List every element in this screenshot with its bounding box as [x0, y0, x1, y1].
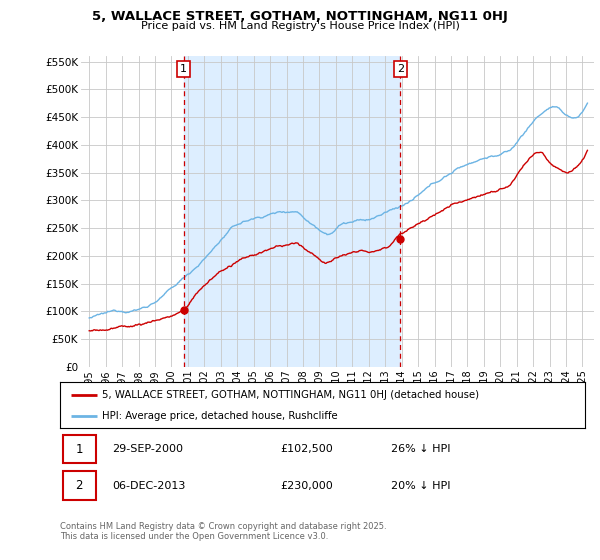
Text: 1: 1: [180, 64, 187, 74]
FancyBboxPatch shape: [62, 435, 96, 463]
FancyBboxPatch shape: [62, 472, 96, 500]
Text: 20% ↓ HPI: 20% ↓ HPI: [391, 480, 450, 491]
Text: 26% ↓ HPI: 26% ↓ HPI: [391, 444, 450, 454]
Text: HPI: Average price, detached house, Rushcliffe: HPI: Average price, detached house, Rush…: [102, 411, 338, 421]
Text: 2: 2: [397, 64, 404, 74]
Text: £102,500: £102,500: [281, 444, 333, 454]
Bar: [184, 56, 400, 367]
Text: £230,000: £230,000: [281, 480, 333, 491]
Text: 29-SEP-2000: 29-SEP-2000: [113, 444, 184, 454]
Text: 5, WALLACE STREET, GOTHAM, NOTTINGHAM, NG11 0HJ (detached house): 5, WALLACE STREET, GOTHAM, NOTTINGHAM, N…: [102, 390, 479, 400]
Text: 1: 1: [76, 442, 83, 456]
Text: Contains HM Land Registry data © Crown copyright and database right 2025.
This d: Contains HM Land Registry data © Crown c…: [60, 522, 386, 542]
Text: 06-DEC-2013: 06-DEC-2013: [113, 480, 186, 491]
Text: Price paid vs. HM Land Registry's House Price Index (HPI): Price paid vs. HM Land Registry's House …: [140, 21, 460, 31]
Text: 2: 2: [76, 479, 83, 492]
Text: 5, WALLACE STREET, GOTHAM, NOTTINGHAM, NG11 0HJ: 5, WALLACE STREET, GOTHAM, NOTTINGHAM, N…: [92, 10, 508, 23]
